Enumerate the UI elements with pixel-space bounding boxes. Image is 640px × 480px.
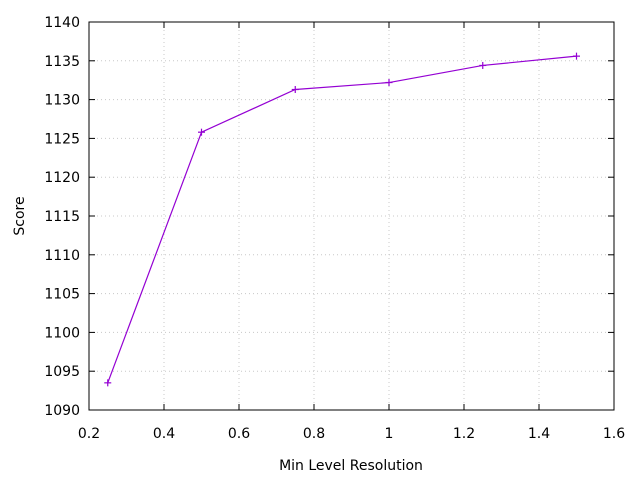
data-point-marker	[104, 379, 112, 387]
x-tick-label: 0.2	[78, 426, 100, 442]
plot-frame	[88, 21, 615, 411]
series	[104, 52, 580, 387]
y-tick-labels: 1090 1095 1100 1105 1110 1115 1120 1125 1130 1135…	[44, 15, 80, 419]
y-tick-label: 1125	[44, 131, 80, 147]
data-point-marker	[291, 86, 299, 94]
data-point-marker	[198, 128, 205, 136]
y-tick-label: 1095	[44, 364, 80, 380]
x-tick-label: 0.6	[228, 426, 250, 442]
y-tick-label: 1110	[44, 248, 80, 264]
y-axis-label: Score	[12, 196, 28, 235]
y-tick-label: 1100	[44, 325, 80, 341]
y-tick-label: 1115	[44, 209, 80, 225]
y-tick-label: 1105	[44, 287, 80, 303]
axis-ticks	[88, 21, 615, 411]
y-tick-label: 1090	[44, 403, 80, 419]
data-point-marker	[573, 52, 580, 60]
y-tick-label: 1130	[44, 93, 80, 109]
x-tick-label: 1.4	[528, 426, 550, 442]
x-tick-label: 0.8	[303, 426, 325, 442]
x-tick-label: 1.6	[603, 426, 625, 442]
x-tick-labels: 0.2 0.4 0.6 0.8 1 1.2 1.4 1.6	[78, 426, 625, 442]
data-point-marker	[479, 61, 487, 69]
x-tick-label: 0.4	[153, 426, 175, 442]
y-tick-label: 1140	[44, 15, 80, 31]
grid	[89, 22, 614, 410]
x-axis-label: Min Level Resolution	[279, 458, 423, 474]
y-tick-label: 1120	[44, 170, 80, 186]
x-tick-label: 1.2	[453, 426, 475, 442]
x-tick-label: 1	[385, 426, 394, 442]
y-tick-label: 1135	[44, 54, 80, 70]
series-line	[107, 55, 577, 384]
data-point-marker	[385, 79, 393, 87]
